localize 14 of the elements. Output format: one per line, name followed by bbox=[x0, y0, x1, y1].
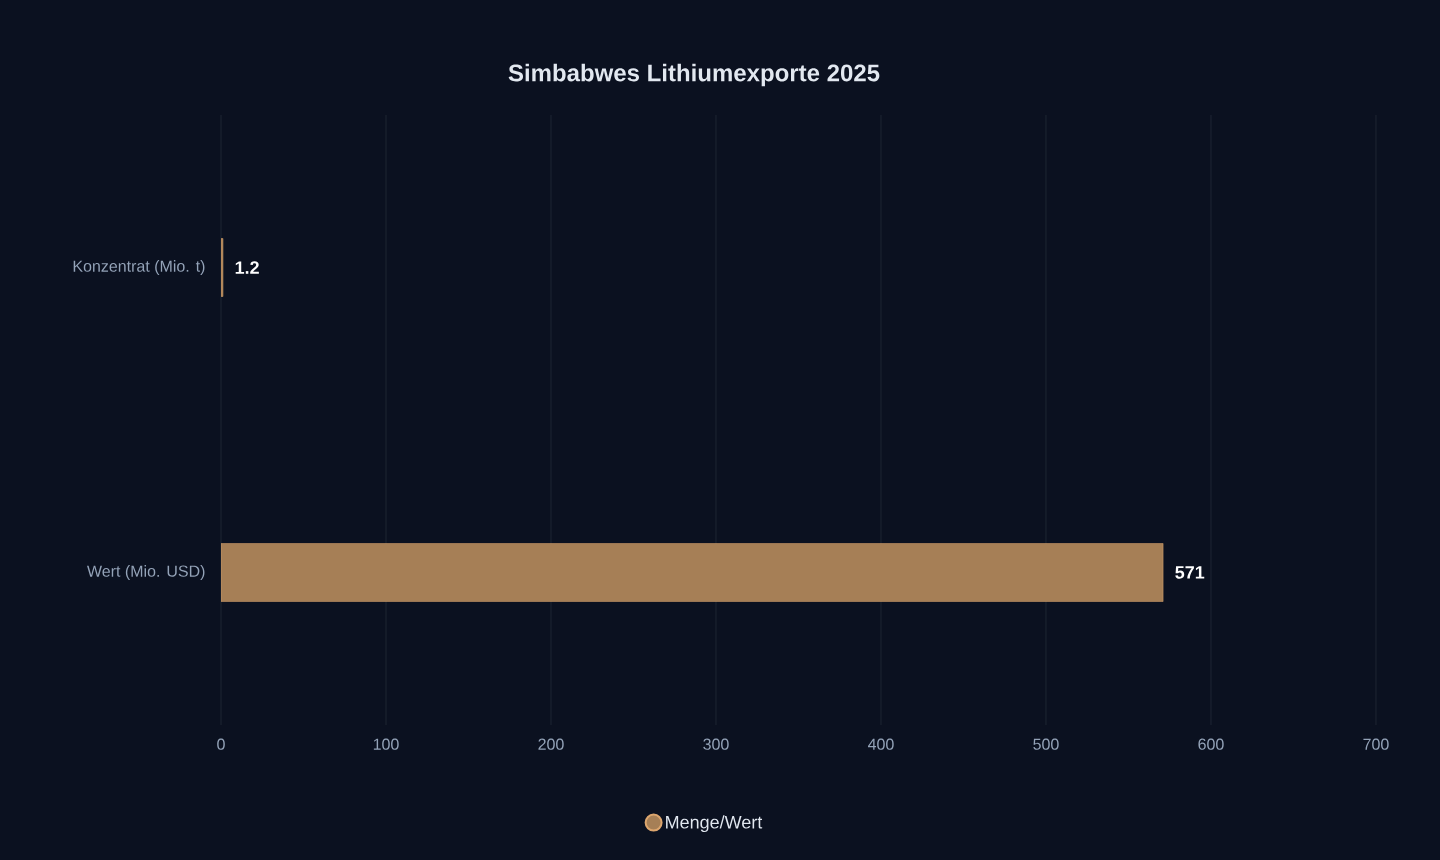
x-tick-label: 700 bbox=[1363, 738, 1389, 750]
data-label: 1.2 bbox=[235, 261, 259, 274]
y-tick-label: Konzentrat (Mio. t) bbox=[73, 260, 205, 275]
x-tick-label: 400 bbox=[868, 738, 894, 750]
data-label: 571 bbox=[1175, 566, 1205, 579]
x-tick-label: 0 bbox=[217, 738, 225, 750]
y-tick-label: Wert (Mio. USD) bbox=[87, 565, 205, 580]
x-tick-label: 300 bbox=[703, 738, 729, 750]
x-tick-label: 500 bbox=[1033, 738, 1059, 750]
chart-title: Simbabwes Lithiumexporte 2025 bbox=[508, 63, 880, 87]
legend-label: Menge/Wert bbox=[666, 815, 763, 833]
x-tick-label: 100 bbox=[373, 738, 399, 750]
x-tick-label: 600 bbox=[1198, 738, 1224, 750]
x-tick-label: 200 bbox=[538, 738, 564, 750]
